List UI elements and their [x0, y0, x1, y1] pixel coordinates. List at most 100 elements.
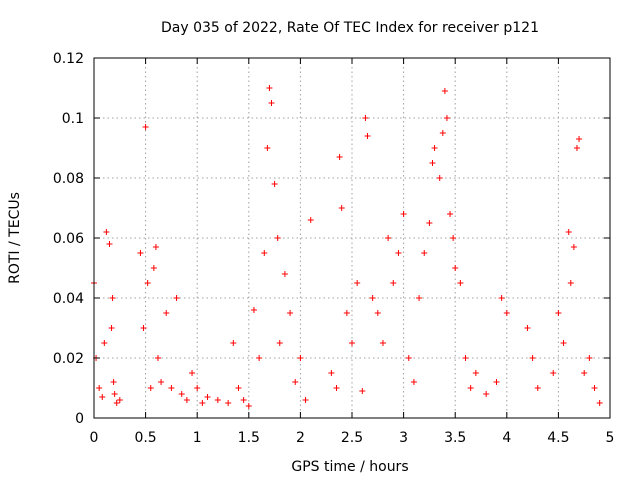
- data-point: [163, 310, 170, 316]
- x-tick-label: 2: [296, 430, 305, 446]
- data-point: [443, 115, 450, 121]
- data-point: [250, 307, 257, 313]
- data-point: [349, 340, 355, 346]
- data-point: [429, 160, 436, 166]
- y-tick-label: 0.12: [53, 51, 84, 67]
- data-point: [230, 340, 237, 346]
- data-point: [333, 385, 340, 391]
- data-point: [113, 400, 120, 406]
- data-point: [493, 379, 500, 385]
- x-tick-label: 3: [399, 430, 408, 446]
- data-point: [256, 355, 263, 361]
- data-point: [457, 280, 464, 286]
- data-point: [110, 379, 117, 385]
- data-point: [101, 340, 108, 346]
- data-point: [400, 211, 407, 217]
- data-point: [390, 280, 397, 286]
- y-tick-label: 0.02: [53, 351, 84, 367]
- y-tick-label: 0.06: [53, 231, 84, 247]
- x-tick-label: 1.5: [238, 430, 260, 446]
- y-axis-label: ROTI / TECUs: [7, 192, 23, 284]
- data-point: [576, 136, 583, 142]
- data-point: [274, 235, 281, 241]
- data-point: [524, 325, 531, 331]
- data-point: [343, 310, 350, 316]
- data-point: [103, 229, 110, 235]
- data-point: [240, 397, 247, 403]
- data-point: [225, 400, 232, 406]
- data-point: [116, 397, 123, 403]
- data-point: [281, 271, 288, 277]
- tick-marks: [93, 57, 611, 419]
- data-point: [302, 397, 309, 403]
- data-point: [359, 388, 366, 394]
- data-point: [168, 385, 175, 391]
- y-tick-labels: 0 0.02 0.04 0.06 0.08 0.1 0.12: [53, 51, 84, 427]
- x-axis-label: GPS time / hours: [291, 459, 408, 475]
- data-point: [245, 403, 252, 409]
- data-point: [503, 310, 510, 316]
- x-tick-label: 1: [193, 430, 202, 446]
- data-point: [534, 385, 541, 391]
- data-point: [178, 391, 185, 397]
- data-point: [452, 265, 459, 271]
- data-point: [596, 400, 603, 406]
- data-point: [560, 340, 567, 346]
- data-point: [441, 88, 448, 94]
- data-point: [142, 124, 149, 130]
- data-point: [354, 280, 361, 286]
- data-point: [111, 391, 118, 397]
- data-point: [292, 379, 299, 385]
- data-point: [462, 355, 469, 361]
- data-point: [550, 370, 557, 376]
- data-point: [573, 145, 580, 151]
- data-point: [498, 295, 505, 301]
- data-point: [154, 355, 161, 361]
- data-point: [362, 115, 369, 121]
- data-point: [374, 310, 381, 316]
- data-point: [140, 325, 147, 331]
- data-point: [147, 385, 154, 391]
- data-point: [570, 244, 577, 250]
- data-point: [385, 235, 392, 241]
- y-tick-label: 0: [75, 411, 84, 427]
- data-point: [150, 265, 157, 271]
- data-point: [271, 181, 278, 187]
- data-point: [369, 295, 376, 301]
- y-tick-label: 0.08: [53, 171, 84, 187]
- y-tick-label: 0.1: [62, 111, 84, 127]
- data-point: [152, 244, 159, 250]
- data-point: [567, 280, 574, 286]
- data-point: [472, 370, 479, 376]
- data-point: [264, 145, 271, 151]
- data-point: [108, 325, 115, 331]
- x-tick-label: 5: [606, 430, 615, 446]
- data-point: [137, 250, 144, 256]
- data-point: [106, 241, 113, 247]
- data-point: [214, 397, 221, 403]
- data-point: [439, 130, 446, 136]
- x-tick-label: 3.5: [444, 430, 466, 446]
- x-tick-label: 4: [502, 430, 511, 446]
- data-point: [287, 310, 294, 316]
- data-point: [591, 385, 598, 391]
- data-point: [447, 211, 454, 217]
- data-point: [483, 391, 490, 397]
- grid-layer: [94, 58, 610, 418]
- chart-title: Day 035 of 2022, Rate Of TEC Index for r…: [161, 20, 539, 36]
- data-point: [364, 133, 371, 139]
- data-point: [405, 355, 412, 361]
- data-point: [199, 400, 206, 406]
- data-point: [410, 379, 417, 385]
- data-point: [261, 250, 268, 256]
- data-points: [91, 85, 603, 409]
- data-point: [194, 385, 201, 391]
- data-point: [276, 340, 283, 346]
- data-point: [328, 370, 335, 376]
- y-tick-label: 0.04: [53, 291, 84, 307]
- data-point: [336, 154, 343, 160]
- data-point: [266, 85, 273, 91]
- data-point: [189, 370, 196, 376]
- data-point: [379, 340, 386, 346]
